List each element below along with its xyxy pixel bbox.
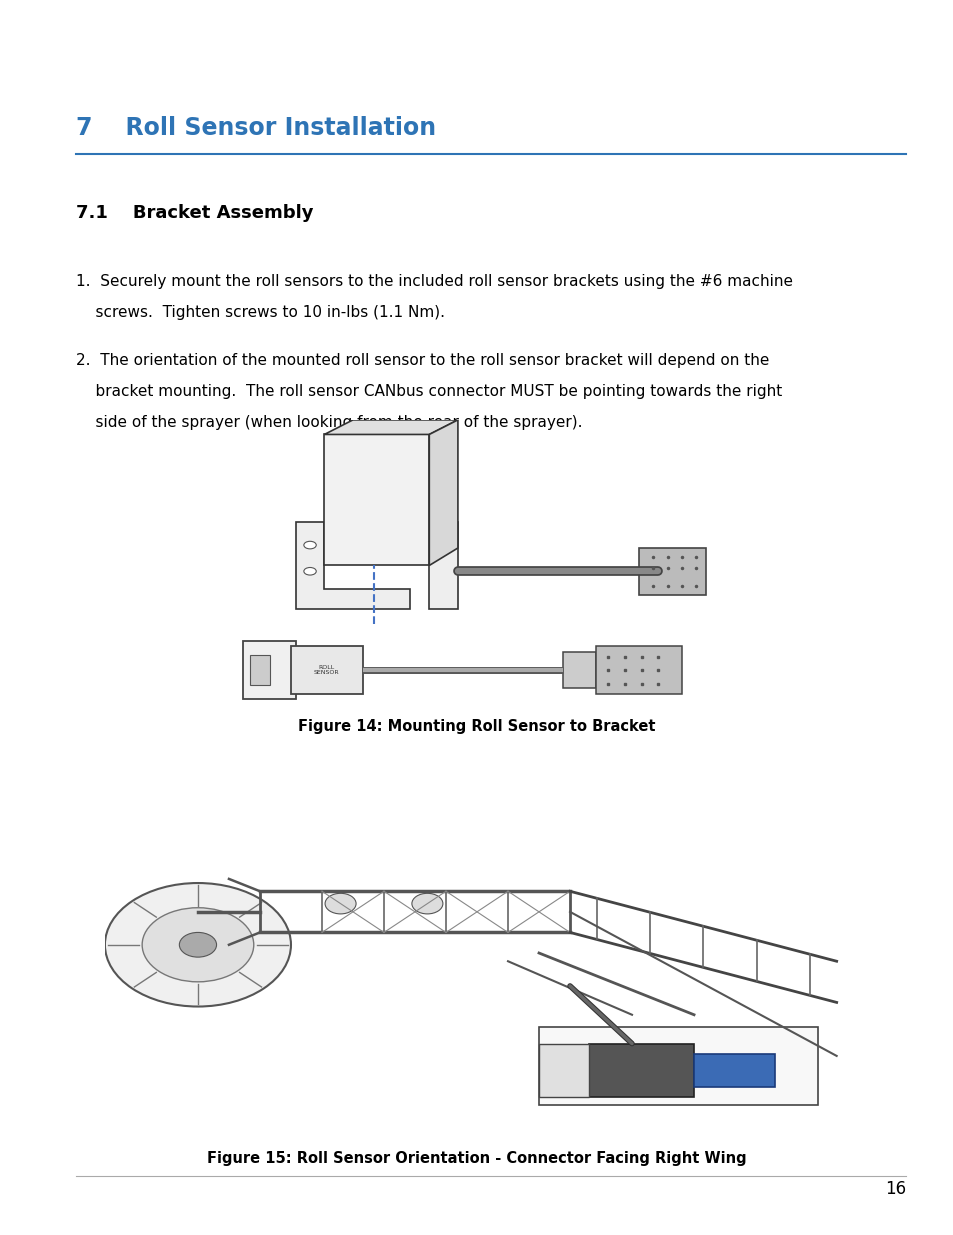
Polygon shape [694,1053,774,1087]
FancyBboxPatch shape [596,646,681,694]
Circle shape [179,932,216,957]
FancyBboxPatch shape [291,646,362,694]
Text: 7    Roll Sensor Installation: 7 Roll Sensor Installation [76,116,436,140]
Polygon shape [588,1044,694,1097]
Polygon shape [429,521,457,609]
Text: screws.  Tighten screws to 10 in-lbs (1.1 Nm).: screws. Tighten screws to 10 in-lbs (1.1… [76,305,445,320]
Text: 2.  The orientation of the mounted roll sensor to the roll sensor bracket will d: 2. The orientation of the mounted roll s… [76,353,769,368]
Text: Figure 14: Mounting Roll Sensor to Bracket: Figure 14: Mounting Roll Sensor to Brack… [298,719,655,734]
FancyBboxPatch shape [562,652,596,688]
Text: 7.1    Bracket Assembly: 7.1 Bracket Assembly [76,204,314,222]
Circle shape [105,883,291,1007]
Polygon shape [324,420,457,435]
Circle shape [142,908,253,982]
Polygon shape [324,435,429,566]
Polygon shape [538,1028,818,1105]
FancyBboxPatch shape [243,641,295,699]
Text: side of the sprayer (when looking from the rear of the sprayer).: side of the sprayer (when looking from t… [76,415,582,430]
Polygon shape [295,521,410,609]
Circle shape [303,541,316,548]
Text: 1.  Securely mount the roll sensors to the included roll sensor brackets using t: 1. Securely mount the roll sensors to th… [76,274,793,289]
Text: bracket mounting.  The roll sensor CANbus connector MUST be pointing towards the: bracket mounting. The roll sensor CANbus… [76,384,781,399]
Polygon shape [639,548,705,594]
Text: ROLL
SENSOR: ROLL SENSOR [314,664,339,676]
Text: Figure 15: Roll Sensor Orientation - Connector Facing Right Wing: Figure 15: Roll Sensor Orientation - Con… [207,1151,746,1166]
Text: 16: 16 [884,1179,905,1198]
FancyBboxPatch shape [250,656,269,684]
Polygon shape [538,1044,588,1097]
Polygon shape [429,420,457,566]
Circle shape [303,568,316,576]
Circle shape [412,893,442,914]
Circle shape [325,893,355,914]
